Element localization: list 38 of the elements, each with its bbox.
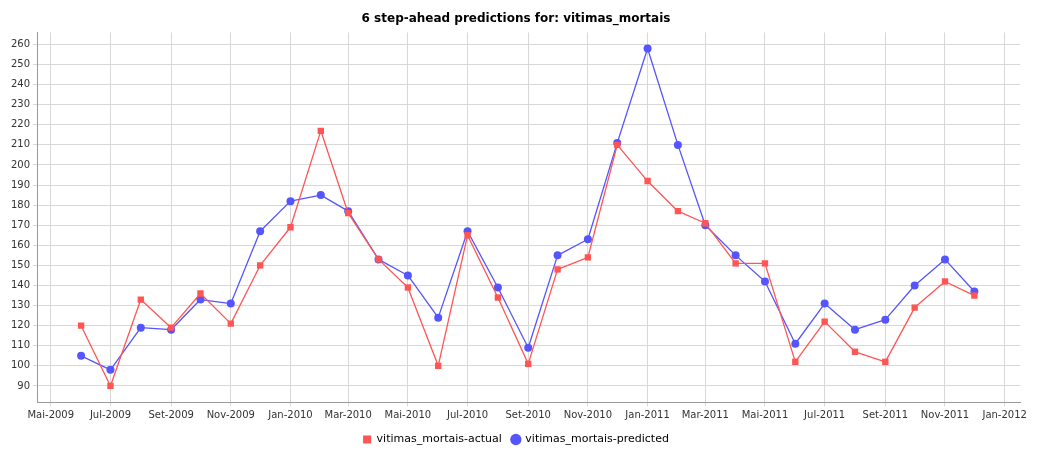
x-tick-label: Jul-2010 bbox=[446, 408, 489, 420]
y-tick-label: 180 bbox=[10, 198, 31, 210]
x-tick-label: Set-2011 bbox=[862, 408, 909, 420]
y-tick-label: 260 bbox=[10, 38, 31, 50]
x-tick-label: Nov-2010 bbox=[563, 408, 613, 420]
x-tick-label: Jan-2012 bbox=[981, 408, 1027, 420]
y-tick-label: 150 bbox=[10, 259, 31, 270]
y-tick-label: 220 bbox=[10, 118, 31, 130]
y-tick-label: 130 bbox=[10, 299, 31, 311]
y-tick-label: 160 bbox=[10, 238, 31, 250]
x-tick-label: Nov-2011 bbox=[920, 408, 970, 420]
x-tick-label: Mar-2010 bbox=[324, 408, 372, 420]
x-tick-label: Jul-2009 bbox=[88, 408, 132, 420]
y-tick-label: 110 bbox=[10, 339, 31, 351]
x-tick-label: Jan-2011 bbox=[624, 408, 670, 420]
y-tick-label: 170 bbox=[10, 218, 31, 230]
chart-title: 6 step-ahead predictions for: vitimas_mortais bbox=[361, 11, 671, 27]
legend-label: vitimas_mortais-actual bbox=[376, 432, 502, 446]
y-tick-label: 120 bbox=[10, 319, 31, 331]
y-tick-label: 210 bbox=[10, 138, 31, 150]
x-tick-label: Mar-2011 bbox=[681, 408, 729, 420]
x-tick-label: Jul-2011 bbox=[803, 408, 846, 420]
x-tick-label: Nov-2009 bbox=[206, 408, 255, 420]
y-tick-label: 240 bbox=[10, 78, 31, 90]
x-tick-label: Jan-2010 bbox=[267, 408, 313, 420]
y-tick-label: 190 bbox=[10, 178, 31, 190]
x-tick-label: Mai-2009 bbox=[27, 408, 75, 420]
y-tick-label: 90 bbox=[17, 379, 31, 391]
x-tick-label: Mai-2011 bbox=[741, 408, 789, 420]
y-tick-label: 250 bbox=[10, 58, 31, 70]
x-tick-label: Set-2010 bbox=[505, 408, 551, 420]
x-tick-label: Mai-2010 bbox=[384, 408, 432, 420]
y-tick-label: 230 bbox=[10, 98, 31, 110]
x-tick-label: Set-2009 bbox=[148, 408, 194, 420]
y-tick-label: 100 bbox=[10, 359, 31, 371]
legend-label: vitimas_mortais-predicted bbox=[525, 432, 669, 446]
y-tick-label: 200 bbox=[10, 158, 31, 170]
y-tick-label: 140 bbox=[10, 279, 31, 291]
